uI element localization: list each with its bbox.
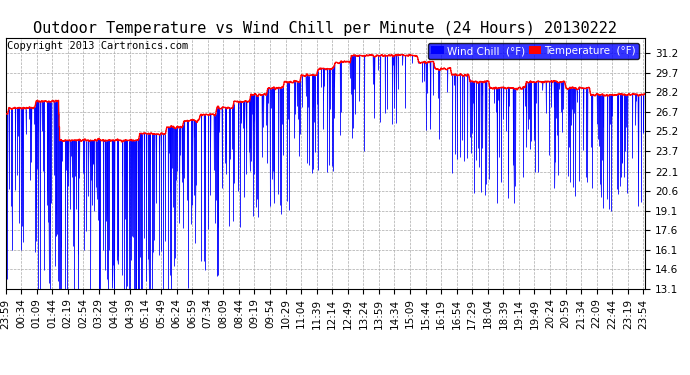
- Text: Copyright 2013 Cartronics.com: Copyright 2013 Cartronics.com: [7, 41, 188, 51]
- Title: Outdoor Temperature vs Wind Chill per Minute (24 Hours) 20130222: Outdoor Temperature vs Wind Chill per Mi…: [33, 21, 618, 36]
- Legend: Wind Chill  (°F), Temperature  (°F): Wind Chill (°F), Temperature (°F): [428, 43, 640, 59]
